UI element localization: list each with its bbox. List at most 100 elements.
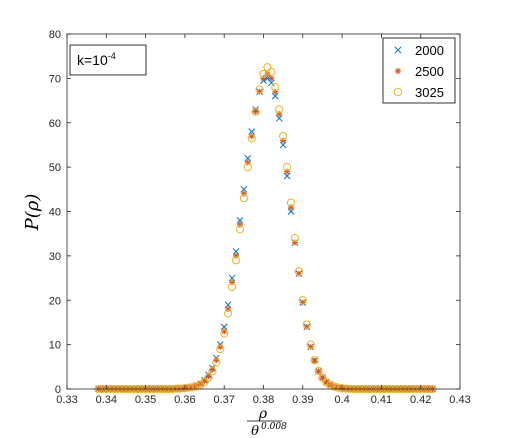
marker-2000 [275,114,283,122]
x-tick-label: 0.35 [135,394,156,406]
marker-2500 [213,357,220,364]
legend-label-2000: 2000 [415,43,444,58]
marker-3025 [330,382,339,391]
marker-2000 [248,128,256,135]
marker-2500 [256,88,263,95]
y-tick-label: 0 [55,384,61,396]
x-axis-label-numerator: ρ [258,406,268,422]
y-tick-label: 10 [49,340,61,352]
marker-3025 [251,107,260,116]
legend-entry-2000: 2000 [394,43,444,58]
y-axis-label: P(ρ) [22,194,43,232]
marker-3025 [298,296,307,305]
x-axis-label-exponent: 0.008 [261,422,287,432]
marker-3025 [271,83,280,92]
legend-label-2500: 2500 [415,64,444,79]
legend-marker-2000 [394,46,402,54]
marker-3025 [192,382,201,391]
marker-2500 [303,323,310,330]
legend-marker-2500 [394,67,402,75]
plot-frame [66,33,461,390]
marker-2000 [279,141,287,149]
marker-3025 [212,358,221,367]
x-tick-label: 0.43 [449,394,470,406]
marker-3025 [259,69,268,79]
marker-2000 [271,92,279,100]
marker-3025 [243,163,252,172]
marker-3025 [255,85,264,94]
marker-2000 [228,274,236,282]
marker-3025 [279,131,288,141]
marker-2000 [240,185,248,193]
marker-2500 [311,358,318,365]
marker-3025 [208,367,217,376]
x-tick-label: 0.34 [96,394,117,406]
marker-3025 [172,384,182,393]
y-tick-label: 50 [49,162,61,174]
legend-entry-3025: 3025 [393,85,444,100]
marker-2000 [244,154,252,162]
x-axis-label: ρ θ 0.008 [247,406,287,438]
x-tick-label: 0.36 [174,394,195,406]
marker-3025 [306,340,315,349]
marker-2000 [224,301,232,309]
marker-3025 [188,383,197,392]
marker-3025 [310,356,319,365]
marker-2000 [232,248,240,255]
x-tick-label: 0.42 [410,394,431,406]
marker-3025 [290,234,300,243]
marker-3025 [302,320,311,329]
marker-2500 [315,368,322,375]
marker-3025 [224,309,233,318]
marker-2500 [252,108,259,115]
marker-3025 [180,384,189,393]
marker-3025 [314,366,323,375]
x-tick-label: 0.37 [213,394,234,406]
x-tick-label: 0.41 [371,394,392,406]
y-tick-label: 20 [49,295,61,307]
annotation-box: k=10-4 [69,44,147,76]
marker-2500 [217,343,224,350]
legend: 2000 2500 3025 [382,37,456,104]
marker-2000 [268,79,275,87]
annotation-frame [69,44,147,76]
marker-2000 [283,172,291,180]
marker-3025 [216,344,225,354]
marker-2500 [268,75,275,82]
x-tick-label: 0.39 [292,394,313,406]
x-tick-label: 0.38 [253,394,274,406]
y-tick-label: 60 [49,118,61,130]
marker-3025 [294,267,303,276]
marker-3025 [231,256,241,265]
y-tick-label: 80 [49,29,61,41]
y-tick-label: 70 [49,73,61,85]
marker-3025 [338,384,347,393]
marker-3025 [275,105,284,114]
x-tick-label: 0.4 [334,394,349,406]
marker-3025 [220,329,229,338]
marker-3025 [247,134,256,143]
x-tick-label: 0.33 [56,394,77,406]
marker-2500 [307,343,314,350]
marker-2500 [248,133,255,140]
y-tick-label: 40 [49,207,61,219]
marker-3025 [282,163,292,172]
legend-entry-2500: 2500 [394,64,444,79]
marker-3025 [267,67,276,76]
marker-3025 [235,225,245,234]
marker-2000 [236,217,244,224]
legend-label-3025: 3025 [415,85,444,100]
marker-2000 [220,323,228,331]
marker-2000 [287,208,295,215]
annotation-text: k=10-4 [77,51,116,68]
y-tick-label: 30 [49,251,61,263]
annotation-base: k=10 [77,52,108,68]
marker-3025 [286,198,296,207]
marker-3025 [227,282,237,292]
x-axis-label-denominator: θ [251,424,259,438]
marker-2500 [299,299,306,306]
annotation-exponent: -4 [108,51,116,61]
marker-2500 [295,270,302,277]
marker-2500 [221,328,228,335]
